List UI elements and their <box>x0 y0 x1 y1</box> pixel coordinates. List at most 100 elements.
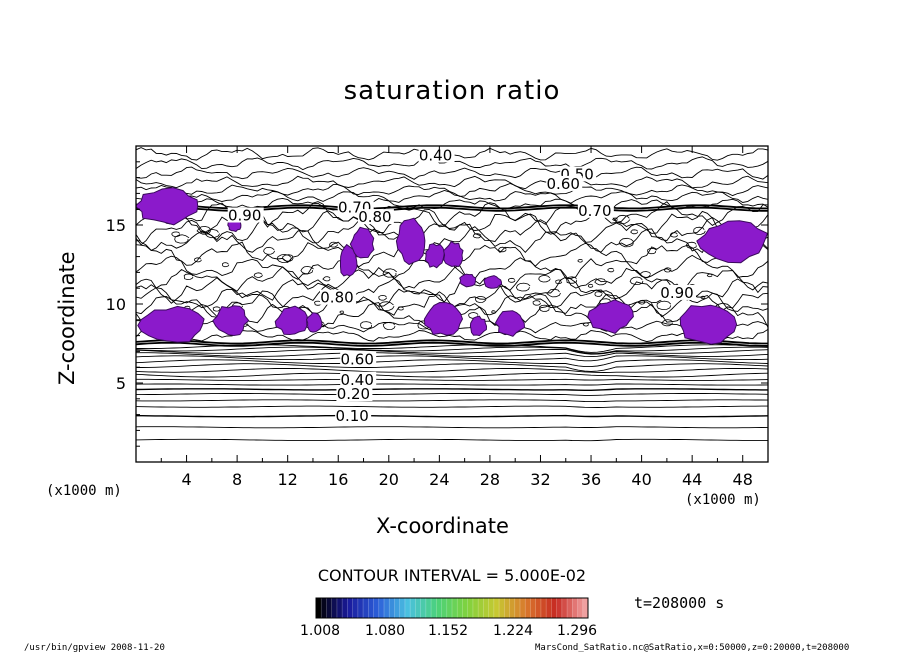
contour-line <box>685 241 697 249</box>
supersaturation-region <box>212 305 250 337</box>
contour-line <box>136 363 768 372</box>
contour-label-bg <box>577 202 614 218</box>
contour-line <box>706 273 713 278</box>
contour-line <box>263 246 276 255</box>
colorbar-cell <box>457 598 463 618</box>
colorbar-frame <box>315 597 589 619</box>
contour-label: 0.90 <box>228 207 261 225</box>
contour-line <box>546 288 561 298</box>
contour-line <box>669 232 678 238</box>
colorbar-cell <box>446 598 453 618</box>
contour-label: 0.10 <box>335 407 368 425</box>
supersaturation-region <box>469 315 488 337</box>
x-tick-label: 36 <box>581 470 601 489</box>
colorbar-cell <box>478 598 484 618</box>
contour-line <box>656 300 672 311</box>
contour-line <box>565 276 578 284</box>
colorbar-cell <box>520 598 526 618</box>
contour-line <box>329 241 339 248</box>
contour-line <box>136 175 768 190</box>
contour-label: 0.80 <box>358 208 391 226</box>
contour-line <box>136 341 768 347</box>
colorbar-cell <box>551 598 558 618</box>
colorbar-cell <box>415 598 422 618</box>
contour-label: 0.20 <box>337 385 370 403</box>
colorbar-cell <box>425 598 432 618</box>
colorbar-cell <box>373 598 380 618</box>
contour-line <box>647 247 657 255</box>
colorbar-tick-label: 1.008 <box>300 623 341 639</box>
contour-line <box>136 405 768 408</box>
contour-line <box>491 310 496 314</box>
contour-line <box>314 300 322 306</box>
contour-label: 0.70 <box>578 202 611 220</box>
contour-line <box>618 237 634 248</box>
colorbar-cell <box>431 598 437 618</box>
contour-line <box>136 226 768 254</box>
contour-line <box>378 301 395 312</box>
supersaturation-region <box>274 305 308 336</box>
colorbar-cell <box>357 598 364 618</box>
colorbar-cell <box>535 598 542 618</box>
colorbar-cell <box>410 598 416 618</box>
y-axis-label: Z-coordinate <box>55 251 79 385</box>
colorbar-cell <box>572 598 579 618</box>
contour-line <box>664 267 672 273</box>
contour-label: 0.60 <box>340 350 373 368</box>
contour-line <box>594 278 607 286</box>
contour-label-bg <box>227 207 264 223</box>
colorbar-cell <box>556 598 563 618</box>
x-tick-label: 44 <box>682 470 702 489</box>
y-tick-label: 10 <box>106 295 126 314</box>
contour-line <box>196 225 212 235</box>
contour-line <box>222 262 230 268</box>
colorbar-cell <box>452 598 458 618</box>
contour-label-bg <box>418 147 455 163</box>
colorbar-cell <box>493 598 500 618</box>
colorbar-cell <box>384 598 390 618</box>
contour-line <box>136 378 768 381</box>
contour-label: 0.40 <box>419 146 452 164</box>
contour-label-bg <box>659 284 696 300</box>
supersaturation-region <box>424 243 446 269</box>
contour-line <box>614 214 631 224</box>
contour-line <box>339 310 345 314</box>
colorbar-cell <box>525 598 531 618</box>
contour-line <box>507 277 516 283</box>
contour-line <box>136 197 768 211</box>
contour-line <box>282 254 294 262</box>
contour-line <box>136 346 768 355</box>
supersaturation-region <box>305 312 323 333</box>
contour-line <box>136 388 768 391</box>
contour-line <box>253 272 263 278</box>
colorbar-cell <box>336 598 343 618</box>
colorbar-cell <box>326 598 333 618</box>
contour-line <box>639 271 651 278</box>
y-tick-label: 15 <box>106 216 126 235</box>
colorbar-cell <box>363 598 369 618</box>
contour-line <box>360 321 372 329</box>
contour-line <box>498 246 507 253</box>
colorbar-cell <box>499 598 505 618</box>
contour-line <box>577 258 583 263</box>
supersaturation-region <box>494 310 526 337</box>
footer-right: MarsCond_SatRatio.nc@SatRatio,x=0:50000,… <box>535 643 850 653</box>
contour-line <box>204 229 221 239</box>
colorbar-cell <box>321 598 327 618</box>
contour-label-bg <box>319 289 356 305</box>
colorbar-cell <box>577 598 584 618</box>
contour-line <box>136 372 768 378</box>
contour-line <box>587 283 594 288</box>
contour-line <box>612 217 618 221</box>
contour-line <box>136 166 768 180</box>
contour-line <box>300 265 314 275</box>
contour-line <box>594 291 603 297</box>
contour-label-bg <box>335 408 372 424</box>
contour-line <box>276 253 292 264</box>
chart-title: saturation ratio <box>343 76 561 106</box>
colorbar-cell <box>540 598 547 618</box>
contour-line <box>555 279 563 284</box>
supersaturation-region <box>395 217 426 266</box>
colorbar-cell <box>462 598 469 618</box>
contour-line <box>136 183 768 197</box>
